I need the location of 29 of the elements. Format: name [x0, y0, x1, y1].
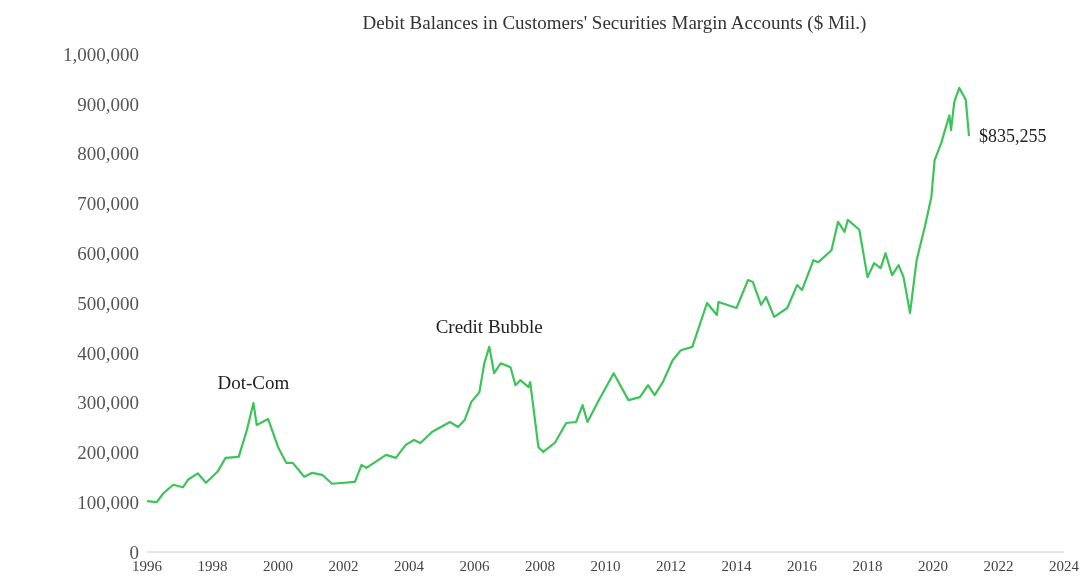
- y-tick-label: 300,000: [77, 392, 139, 414]
- x-tick-label: 2006: [459, 557, 490, 574]
- x-tick-label: 2014: [721, 557, 752, 574]
- y-tick-label: 600,000: [77, 242, 139, 264]
- x-tick-label: 2020: [918, 557, 948, 574]
- y-tick-label: 500,000: [77, 292, 139, 314]
- y-tick-label: 900,000: [77, 93, 139, 115]
- x-tick-label: 2016: [787, 557, 818, 574]
- annotation: $835,255: [979, 126, 1047, 147]
- x-tick-label: 2022: [983, 557, 1014, 574]
- x-tick-label: 2000: [263, 557, 293, 574]
- y-tick-label: 400,000: [77, 342, 139, 364]
- x-tick-label: 2002: [328, 557, 359, 574]
- y-tick-label: 200,000: [77, 442, 139, 464]
- y-tick-label: 1,000,000: [63, 43, 139, 65]
- y-tick-label: 700,000: [77, 193, 139, 215]
- annotation: Dot-Com: [217, 372, 290, 394]
- x-tick-label: 2024: [1049, 557, 1080, 574]
- x-tick-label: 2010: [590, 557, 621, 574]
- x-tick-label: 2018: [852, 557, 883, 574]
- chart-title: Debit Balances in Customers' Securities Margin Accounts ($ Mil.): [361, 12, 868, 34]
- x-tick-label: 2008: [525, 557, 555, 574]
- x-tick-label: 1998: [197, 557, 228, 574]
- y-tick-label: 100,000: [77, 491, 139, 513]
- y-tick-label: 800,000: [77, 143, 139, 165]
- line-series: [147, 86, 971, 504]
- annotation: Credit Bubble: [435, 315, 543, 337]
- x-tick-label: 2004: [394, 557, 425, 574]
- x-tick-label: 2012: [656, 557, 686, 574]
